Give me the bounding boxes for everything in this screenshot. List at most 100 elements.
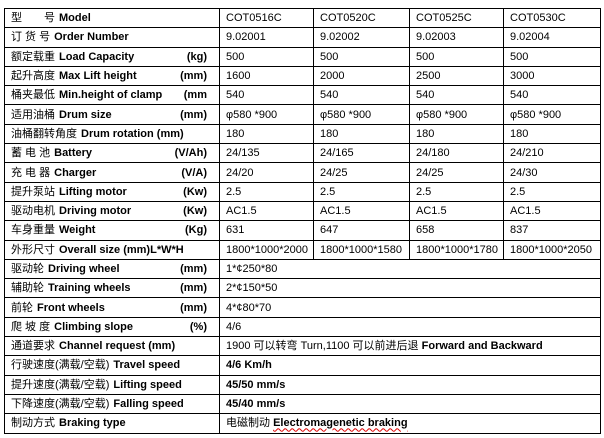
spec-value: 658 [409, 220, 504, 241]
spec-en-label: Falling speed [113, 398, 184, 411]
spec-cn-label: 提升速度(满载/空载) [11, 378, 110, 391]
spec-value-en: Forward and Backward [421, 340, 543, 353]
spec-cn-label: 行驶速度(满载/空载) [11, 359, 110, 372]
spec-value: 2500 [409, 65, 504, 87]
spec-label: 下降速度(满载/空载) Falling speed [4, 393, 220, 415]
spec-label: (mm 桶夹最低 Min.height of clamp [4, 85, 220, 106]
spec-value: 500 [409, 46, 504, 67]
spec-label: 型 号 Model [4, 7, 220, 29]
spec-value: 45/40 mm/s [219, 393, 601, 415]
table-row: (V/A) 充 电 器 Charger 24/20 24/25 24/25 24/30 [4, 162, 601, 183]
spec-cn-label: 下降速度(满载/空载) [11, 398, 110, 411]
spec-value: 540 [313, 85, 410, 106]
table-row: (Kw) 驱动电机 Driving motor AC1.5 AC1.5 AC1.5 AC1.… [4, 200, 601, 222]
spec-value: 3000 [503, 65, 601, 87]
spec-unit: (Kw) [183, 185, 207, 198]
spec-value-text: 电磁制动 [226, 417, 270, 430]
spec-value: 180 [313, 123, 410, 145]
spec-cn-label: 蓄 电 池 [11, 147, 51, 160]
spec-label: (Kw) 提升泵站 Lifting motor [4, 181, 220, 202]
spec-unit: (kg) [186, 50, 207, 63]
spec-value: COT0525C [409, 7, 504, 29]
spec-label: 提升速度(满载/空载) Lifting speed [4, 374, 220, 395]
spec-cn-label: 型 号 [11, 12, 55, 25]
table-row: (kg) 额定载重 Load Capacity 500 500 500 500 [4, 46, 601, 67]
table-row: 外形尺寸 Overall size (mm)L*W*H 1800*1000*2000… [4, 239, 601, 260]
spec-value: 540 [409, 85, 504, 106]
spec-en-label: Battery [54, 147, 93, 160]
spec-value: 4*¢80*70 [219, 297, 601, 318]
spec-value: 2.5 [503, 181, 601, 202]
spec-value: 9.02001 [219, 27, 314, 48]
spec-value: COT0516C [219, 7, 314, 29]
spec-value-text: 4/6 Km/h [226, 359, 272, 372]
spec-label: 订 货 号 Order Number [4, 27, 220, 48]
spec-en-label: Load Capacity [59, 50, 135, 63]
spec-label: 外形尺寸 Overall size (mm)L*W*H [4, 239, 220, 260]
table-row: 油桶翻转角度 Drum rotation (mm) 180 180 180 180 [4, 123, 601, 145]
spec-cn-label: 车身重量 [11, 224, 55, 237]
spec-value: 电磁制动 Electromagenetic braking [219, 413, 601, 434]
spec-value: 4/6 Km/h [219, 355, 601, 376]
spec-label: (mm) 驱动轮 Driving wheel [4, 258, 220, 280]
spec-value: φ580 *900 [409, 104, 504, 125]
spec-cn-label: 辅助轮 [11, 282, 44, 295]
table-row: (mm) 驱动轮 Driving wheel 1*¢250*80 [4, 258, 601, 280]
spec-value: 24/135 [219, 143, 314, 164]
spec-value: 1900 可以转弯 Turn,1100 可以前进后退 Forward and B… [219, 336, 601, 357]
spec-en-label: Max Lift height [59, 70, 137, 83]
spec-unit: (mm) [180, 263, 207, 275]
spec-cn-label: 起升高度 [11, 70, 55, 83]
spec-value: 540 [219, 85, 314, 106]
spec-value: 2.5 [409, 181, 504, 202]
spec-unit: (mm) [180, 108, 207, 121]
spec-value: 24/165 [313, 143, 410, 164]
spec-value-text: 2*¢150*50 [226, 282, 278, 295]
spec-cn-label: 油桶翻转角度 [11, 127, 77, 140]
table-row: 下降速度(满载/空载) Falling speed 45/40 mm/s [4, 393, 601, 415]
table-row: (mm) 起升高度 Max Lift height 1600 2000 2500 3000 [4, 65, 601, 87]
spec-value: 180 [409, 123, 504, 145]
spec-value-text: 45/40 mm/s [226, 398, 286, 411]
spec-unit: (V/A) [181, 166, 207, 179]
spec-value: 2000 [313, 65, 410, 87]
spec-value: 180 [219, 123, 314, 145]
spec-value: 9.02002 [313, 27, 410, 48]
spec-cn-label: 适用油桶 [11, 108, 55, 121]
spec-value: COT0520C [313, 7, 410, 29]
spec-en-label: Model [59, 12, 91, 25]
spec-value: 9.02004 [503, 27, 601, 48]
spec-value: 631 [219, 220, 314, 241]
spec-value: AC1.5 [503, 200, 601, 222]
spec-label: (kg) 额定载重 Load Capacity [4, 46, 220, 67]
spec-label: (mm) 适用油桶 Drum size [4, 104, 220, 125]
spec-cn-label: 充 电 器 [11, 166, 51, 179]
spec-en-label: Lifting motor [59, 185, 127, 198]
spec-value: 24/30 [503, 162, 601, 183]
spec-value: 1800*1000*2050 [503, 239, 601, 260]
spec-label: 行驶速度(满载/空载) Travel speed [4, 355, 220, 376]
spec-value: 45/50 mm/s [219, 374, 601, 395]
spec-value: 24/210 [503, 143, 601, 164]
spec-en-label: Driving wheel [48, 263, 120, 275]
table-row: (mm) 前轮 Front wheels 4*¢80*70 [4, 297, 601, 318]
table-row: (mm) 适用油桶 Drum size φ580 *900 φ580 *900 φ580 … [4, 104, 601, 125]
table-row: (Kw) 提升泵站 Lifting motor 2.5 2.5 2.5 2.5 [4, 181, 601, 202]
spec-label: (%) 爬 坡 度 Climbing slope [4, 316, 220, 338]
spec-value: 1800*1000*1580 [313, 239, 410, 260]
spec-label: 通道要求 Channel request (mm) [4, 336, 220, 357]
table-row: (V/Ah) 蓄 电 池 Battery 24/135 24/165 24/180 24/2… [4, 143, 601, 164]
spec-value: 1*¢250*80 [219, 258, 601, 280]
spec-value: 1800*1000*1780 [409, 239, 504, 260]
spec-en-label: Lifting speed [113, 378, 182, 391]
table-row: (%) 爬 坡 度 Climbing slope 4/6 [4, 316, 601, 338]
spec-label: (V/Ah) 蓄 电 池 Battery [4, 143, 220, 164]
spec-en-label: Channel request (mm) [59, 340, 176, 353]
spec-value: φ580 *900 [503, 104, 601, 125]
spec-cn-label: 驱动电机 [11, 205, 55, 218]
spec-value: 2.5 [219, 181, 314, 202]
spec-value: 1800*1000*2000 [219, 239, 314, 260]
spec-cn-label: 订 货 号 [11, 31, 51, 44]
spec-cn-label: 额定载重 [11, 50, 55, 63]
table-row: 提升速度(满载/空载) Lifting speed 45/50 mm/s [4, 374, 601, 395]
